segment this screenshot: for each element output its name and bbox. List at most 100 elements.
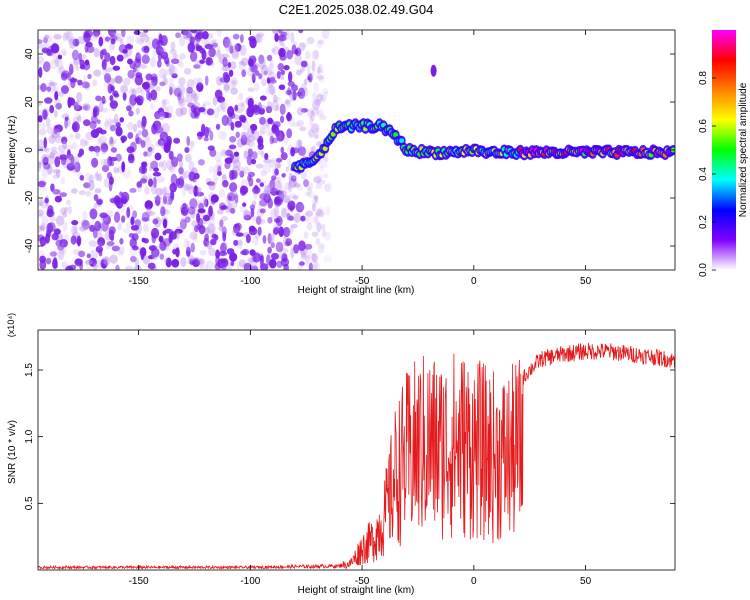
noise-cell <box>50 150 59 156</box>
noise-cell <box>157 107 165 117</box>
noise-cell <box>316 221 322 233</box>
noise-cell <box>258 199 268 207</box>
noise-cell <box>216 209 224 215</box>
noise-cell <box>69 38 76 49</box>
noise-cell <box>267 233 272 245</box>
noise-cell <box>220 149 228 157</box>
noise-cell <box>189 51 198 62</box>
noise-cell <box>179 106 187 116</box>
noise-cell <box>249 264 254 270</box>
noise-cell <box>162 99 167 110</box>
noise-cell <box>313 133 319 140</box>
noise-cell <box>79 174 85 181</box>
noise-cell <box>204 43 213 50</box>
noise-cell <box>62 50 68 57</box>
noise-cell <box>105 241 111 250</box>
noise-cell <box>197 208 206 214</box>
noise-cell <box>278 252 284 260</box>
x-tick-label: 50 <box>580 576 592 587</box>
noise-cell <box>183 67 192 75</box>
noise-cell <box>217 56 223 64</box>
noise-cell <box>81 81 90 89</box>
noise-cell <box>273 196 282 207</box>
noise-cell <box>231 79 237 89</box>
noise-cell <box>159 81 166 87</box>
noise-cell <box>216 46 221 57</box>
noise-cell <box>38 109 45 117</box>
noise-cell <box>155 86 161 92</box>
noise-cell <box>43 36 48 44</box>
noise-cell <box>313 194 319 200</box>
noise-cell <box>295 69 303 76</box>
noise-cell <box>182 202 187 210</box>
noise-cell <box>91 157 99 168</box>
noise-cell <box>221 173 227 180</box>
noise-cell <box>143 151 148 157</box>
noise-cell <box>71 49 80 61</box>
noise-cell <box>78 190 86 196</box>
noise-cell <box>235 226 242 233</box>
noise-cell <box>52 128 61 139</box>
noise-cell <box>50 132 55 139</box>
noise-cell <box>265 85 271 95</box>
noise-cell <box>250 208 255 218</box>
noise-cell <box>278 84 286 91</box>
noise-cell <box>247 148 253 157</box>
noise-cell <box>252 236 259 246</box>
noise-cell <box>310 123 320 134</box>
noise-cell <box>155 126 164 135</box>
noise-cell <box>127 69 135 79</box>
noise-cell <box>113 32 121 40</box>
noise-cell <box>106 162 111 168</box>
noise-cell <box>283 64 290 71</box>
noise-cell <box>281 173 286 178</box>
noise-cell <box>238 60 245 66</box>
noise-cell <box>237 102 244 108</box>
noise-cell <box>110 161 115 167</box>
noise-cell <box>296 107 304 116</box>
noise-cell <box>300 253 308 261</box>
noise-cell <box>40 123 47 130</box>
noise-cell <box>43 34 50 40</box>
noise-cell <box>188 171 196 182</box>
noise-cell <box>257 130 265 136</box>
signal-cell <box>322 146 328 152</box>
noise-cell <box>232 159 241 169</box>
x-tick-label: -150 <box>129 576 149 587</box>
noise-cell <box>196 45 203 52</box>
noise-cell <box>50 183 55 192</box>
noise-cell <box>101 95 106 104</box>
noise-cell <box>60 158 66 165</box>
noise-cell <box>230 87 238 95</box>
noise-cell <box>249 249 256 256</box>
noise-cell <box>114 75 123 84</box>
noise-cell <box>303 231 309 240</box>
noise-cell <box>251 127 255 135</box>
noise-cell <box>316 109 324 117</box>
noise-cell <box>82 103 91 112</box>
noise-cell <box>116 54 124 62</box>
noise-cell <box>156 59 162 68</box>
noise-cell <box>76 91 83 103</box>
noise-cell <box>233 151 240 157</box>
noise-cell <box>263 70 268 76</box>
noise-cell <box>39 259 47 270</box>
x-tick-label: -100 <box>240 576 260 587</box>
noise-cell <box>276 71 281 79</box>
noise-cell <box>136 53 142 60</box>
noise-cell <box>240 101 246 111</box>
noise-cell <box>77 79 83 86</box>
noise-cell <box>208 205 213 217</box>
noise-cell <box>41 167 48 179</box>
noise-cell <box>178 97 184 107</box>
noise-cell <box>59 192 68 198</box>
noise-cell <box>56 59 64 70</box>
noise-cell <box>276 176 281 183</box>
noise-cell <box>318 63 323 73</box>
noise-cell <box>60 207 67 216</box>
noise-cell <box>262 200 267 208</box>
noise-cell <box>67 96 72 109</box>
noise-cell <box>149 79 158 86</box>
noise-cell <box>279 103 286 116</box>
noise-cell <box>57 249 65 261</box>
